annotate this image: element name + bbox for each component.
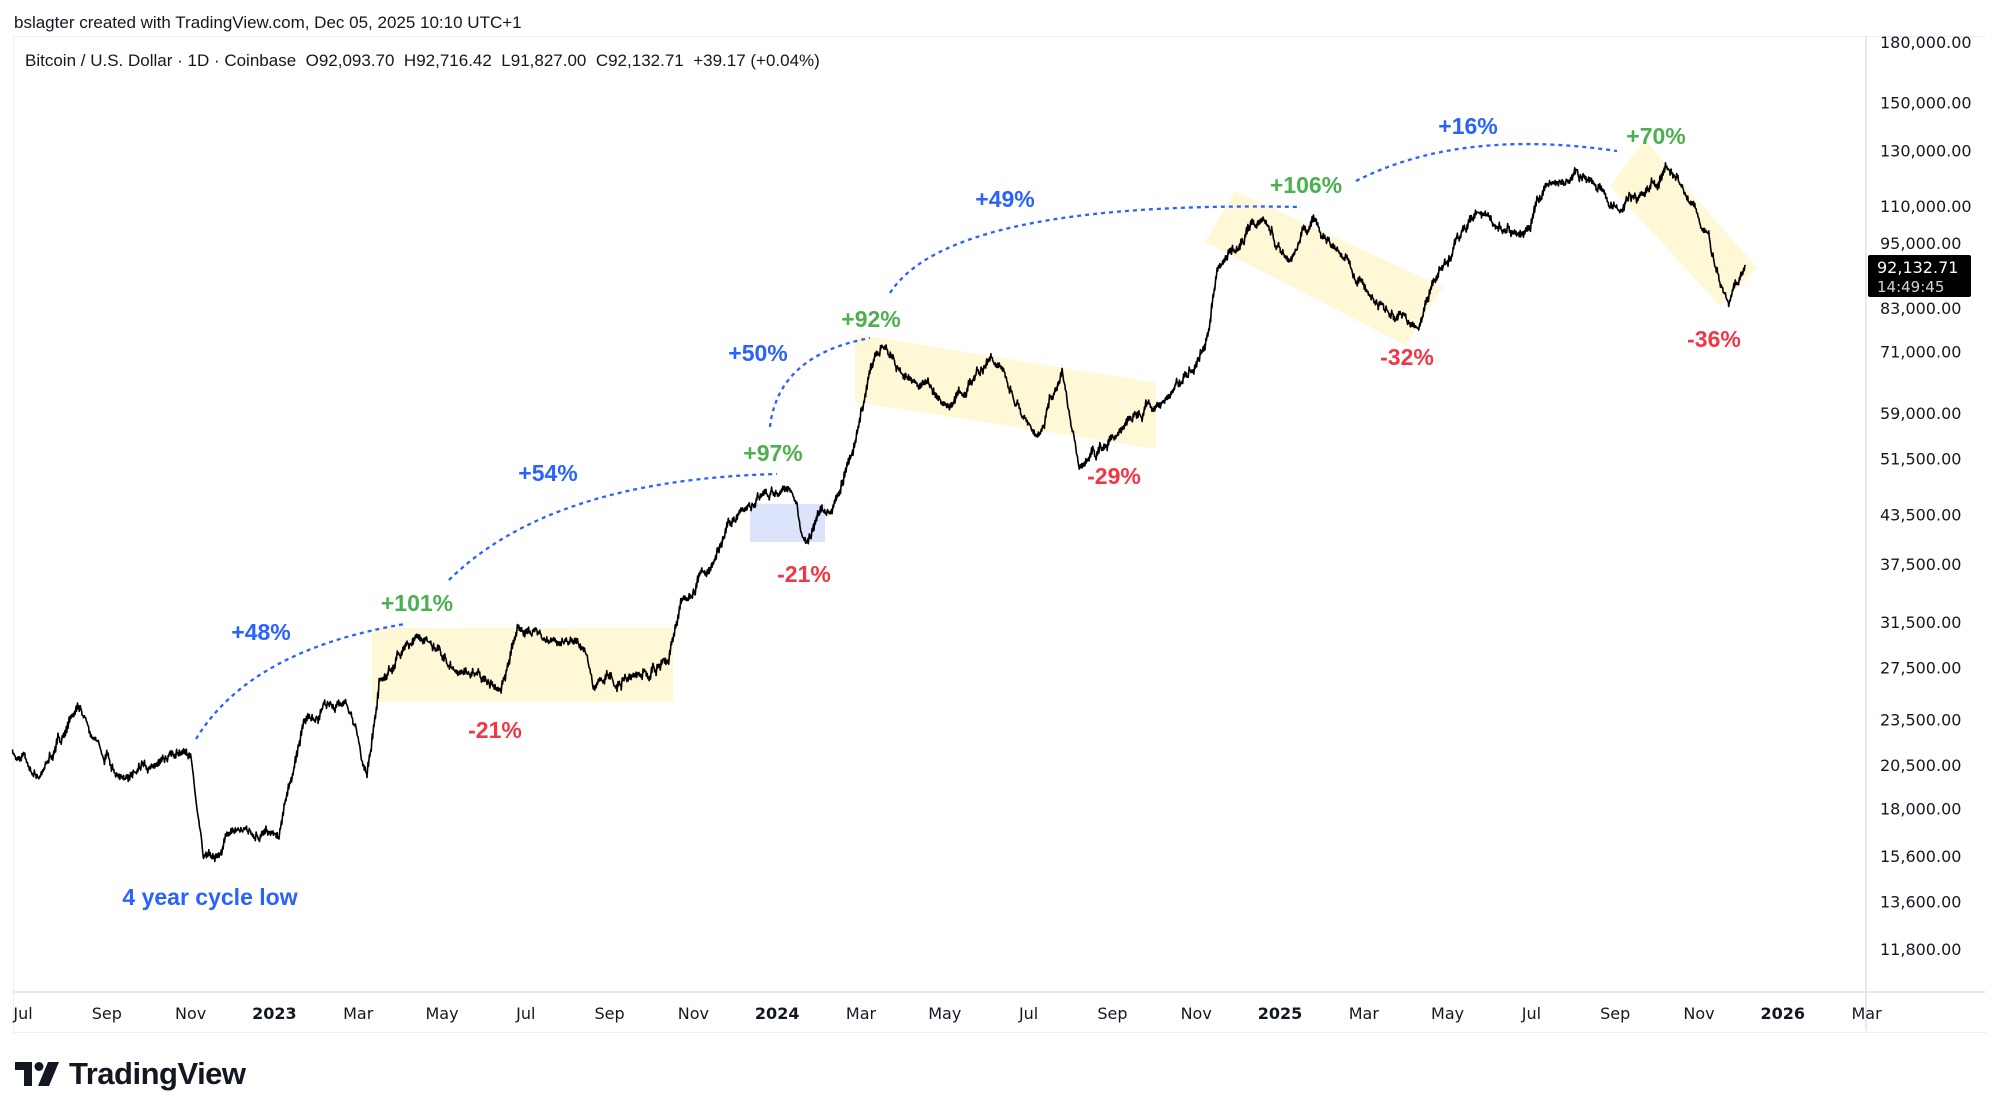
annotation-gain: +70% [1626, 123, 1685, 149]
chart-frame [13, 36, 1986, 1033]
price-axis[interactable]: 180,000.00 150,000.00 130,000.00 110,000.00… [1880, 33, 1972, 959]
time-axis-tick: 2026 [1761, 1004, 1806, 1023]
last-price: 92,132.71 [1877, 258, 1958, 277]
consolidation-zone-2 [750, 504, 825, 542]
tradingview-logo-text: TradingView [69, 1056, 246, 1091]
time-axis-tick: Jul [515, 1004, 535, 1023]
chart-credit: bslagter created with TradingView.com, D… [14, 13, 522, 32]
time-axis-tick: Mar [1349, 1004, 1380, 1023]
price-axis-tick: 13,600.00 [1880, 893, 1961, 912]
annotation-cycle-low: 4 year cycle low [122, 884, 297, 910]
price-axis-tick: 43,500.00 [1880, 506, 1961, 525]
cycle-arc-4 [889, 205, 1302, 294]
time-axis-tick: 2024 [755, 1004, 800, 1023]
price-axis-tick: 11,800.00 [1880, 940, 1961, 959]
time-axis-tick: Jul [1018, 1004, 1038, 1023]
time-axis-tick: Nov [678, 1004, 709, 1023]
time-axis-tick: May [425, 1004, 458, 1023]
price-axis-tick: 31,500.00 [1880, 613, 1961, 632]
consolidation-zone-3 [855, 334, 1156, 449]
annotation-gain: +106% [1270, 172, 1342, 198]
annotation-drawdown: -32% [1380, 344, 1434, 370]
price-axis-tick: 150,000.00 [1880, 94, 1972, 113]
cycle-arc-1 [195, 622, 406, 740]
last-price-tag: 92,132.71 14:49:45 [1868, 255, 1971, 297]
price-axis-tick: 180,000.00 [1880, 33, 1972, 52]
time-axis-tick: Sep [92, 1004, 122, 1023]
time-axis-tick: Jul [12, 1004, 32, 1023]
price-axis-tick: 15,600.00 [1880, 847, 1961, 866]
cycle-arc-3 [768, 336, 871, 428]
symbol-name: Bitcoin / U.S. Dollar · 1D · Coinbase [25, 51, 297, 70]
price-axis-tick: 59,000.00 [1880, 404, 1961, 423]
annotation-gain: +48% [231, 619, 290, 645]
ohlc-close: C92,132.71 [595, 51, 684, 70]
consolidation-zone-5 [1610, 140, 1757, 306]
annotation-gain: +92% [841, 306, 900, 332]
annotation-gain: +101% [381, 590, 453, 616]
bar-countdown: 14:49:45 [1877, 278, 1944, 296]
price-axis-tick: 20,500.00 [1880, 756, 1961, 775]
price-change: +39.17 (+0.04%) [693, 51, 820, 70]
annotation-drawdown: -36% [1687, 326, 1741, 352]
annotation-drawdown: -29% [1087, 463, 1141, 489]
time-axis-tick: 2023 [252, 1004, 297, 1023]
price-axis-tick: 130,000.00 [1880, 141, 1972, 160]
consolidation-zone-1 [372, 628, 673, 702]
price-axis-tick: 18,000.00 [1880, 799, 1961, 818]
time-axis-tick: Nov [1181, 1004, 1212, 1023]
ohlc-open: O92,093.70 [305, 51, 395, 70]
time-axis-tick: Sep [595, 1004, 625, 1023]
price-axis-tick: 27,500.00 [1880, 658, 1961, 677]
cycle-arc-5 [1355, 142, 1618, 183]
annotation-gain: +54% [518, 460, 577, 486]
price-axis-tick: 83,000.00 [1880, 299, 1961, 318]
cycle-arc-2 [448, 472, 778, 581]
annotation-drawdown: -21% [468, 717, 522, 743]
ohlc-low: L91,827.00 [501, 51, 587, 70]
time-axis-tick: Nov [175, 1004, 206, 1023]
time-axis-tick: May [1431, 1004, 1464, 1023]
time-axis-tick: May [928, 1004, 961, 1023]
price-axis-tick: 95,000.00 [1880, 234, 1961, 253]
last-price-tag-background [1868, 255, 1971, 297]
ohlc-high: H92,716.42 [403, 51, 492, 70]
price-axis-tick: 51,500.00 [1880, 449, 1961, 468]
price-axis-tick: 110,000.00 [1880, 197, 1972, 216]
annotation-drawdown: -21% [777, 561, 831, 587]
price-axis-tick: 23,500.00 [1880, 711, 1961, 730]
annotation-gain: +97% [743, 440, 802, 466]
price-series-line [11, 162, 1746, 863]
time-axis-tick: 2025 [1258, 1004, 1303, 1023]
time-axis-tick: Mar [846, 1004, 877, 1023]
time-axis-tick: Sep [1600, 1004, 1630, 1023]
time-axis[interactable]: Jul Sep Nov 2023 Mar May Jul Sep Nov 2024 Mar May Ju… [12, 1004, 1882, 1023]
time-axis-tick: Nov [1683, 1004, 1714, 1023]
tradingview-logo-icon [15, 1062, 59, 1086]
price-axis-tick: 37,500.00 [1880, 555, 1961, 574]
time-axis-tick: Sep [1097, 1004, 1127, 1023]
price-axis-tick: 71,000.00 [1880, 343, 1961, 362]
annotation-gain: +49% [975, 186, 1034, 212]
time-axis-tick: Jul [1521, 1004, 1541, 1023]
tradingview-logo[interactable]: TradingView [15, 1056, 246, 1092]
annotation-gain: +50% [728, 340, 787, 366]
time-axis-tick: Mar [1852, 1004, 1883, 1023]
symbol-legend: Bitcoin / U.S. Dollar · 1D · Coinbase O9… [25, 51, 820, 71]
annotation-gain: +16% [1438, 113, 1497, 139]
time-axis-tick: Mar [343, 1004, 374, 1023]
